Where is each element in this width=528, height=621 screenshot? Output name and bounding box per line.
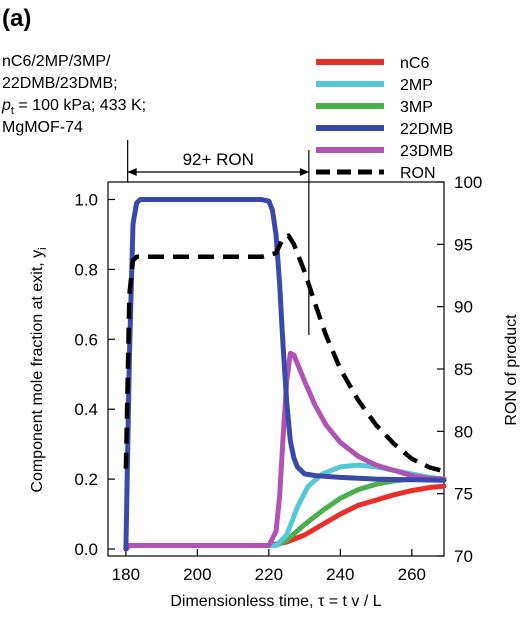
annotation-arrow-left [127, 168, 137, 176]
y2-tick-label: 95 [454, 235, 473, 254]
x-tick-label: 200 [183, 565, 211, 584]
annotation-layer: 92+ RON [127, 140, 310, 335]
y-axis-title: Component mole fraction at exit, yi [29, 247, 49, 492]
annotation-label: 92+ RON [183, 150, 254, 169]
y-tick-label: 0.2 [74, 470, 98, 489]
x-tick-label: 260 [398, 565, 426, 584]
x-tick-label: 180 [112, 565, 140, 584]
y-tick-label: 0.6 [74, 330, 98, 349]
legend-label-nc6: nC6 [400, 55, 429, 72]
y-axis-title-main: Component mole fraction at exit, y [29, 250, 46, 493]
y2-axis-title: RON of product [503, 314, 520, 426]
annotation-arrow-right [299, 168, 309, 176]
y-tick-label: 0.0 [74, 540, 98, 559]
conditions-line-4: MgMOF-74 [2, 119, 83, 136]
legend-label-ron: RON [400, 165, 436, 182]
y2-tick-label: 85 [454, 360, 473, 379]
y2-tick-label: 70 [454, 547, 473, 566]
series-line-23dmb [123, 350, 447, 552]
legend-label-22dmb: 22DMB [400, 121, 453, 138]
y-tick-label: 1.0 [74, 190, 98, 209]
conditions-pressure-subscript: t [11, 105, 14, 117]
y-tick-label: 0.8 [74, 260, 98, 279]
conditions-pressure-rest: = 100 kPa; 433 K; [14, 97, 146, 114]
y2-tick-label: 100 [454, 173, 482, 192]
conditions-line-3: pt = 100 kPa; 433 K; [1, 97, 146, 117]
y-axis-title-subscript: i [37, 247, 49, 249]
legend-label-23dmb: 23DMB [400, 143, 453, 160]
y-tick-label: 0.4 [74, 400, 98, 419]
axis-layer: 180 200 220 240 260 0.0 0.2 0.4 0.6 0.8 1.0 70 75 80 8… [74, 173, 482, 584]
series-line-22dmb [123, 197, 447, 552]
x-tick-label: 240 [326, 565, 354, 584]
x-axis-title: Dimensionless time, τ = t v / L [170, 593, 381, 610]
x-tick-label: 220 [255, 565, 283, 584]
legend-label-2mp: 2MP [400, 77, 433, 94]
legend: nC6 2MP 3MP 22DMB 23DMB RON [316, 55, 453, 182]
legend-label-3mp: 3MP [400, 99, 433, 116]
y2-tick-label: 80 [454, 422, 473, 441]
conditions-line-2: 22DMB/23DMB; [2, 75, 118, 92]
series-layer [123, 197, 447, 552]
y2-tick-label: 90 [454, 298, 473, 317]
y2-tick-label: 75 [454, 485, 473, 504]
series-line-ron [123, 233, 445, 474]
conditions-pressure-symbol: p [1, 97, 11, 114]
panel-label: (a) [2, 5, 31, 32]
conditions-line-1: nC6/2MP/3MP/ [2, 53, 111, 70]
